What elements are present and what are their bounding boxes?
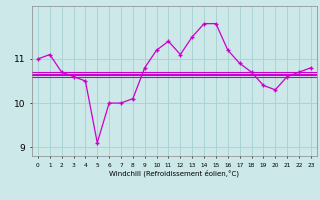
X-axis label: Windchill (Refroidissement éolien,°C): Windchill (Refroidissement éolien,°C) <box>109 169 239 177</box>
